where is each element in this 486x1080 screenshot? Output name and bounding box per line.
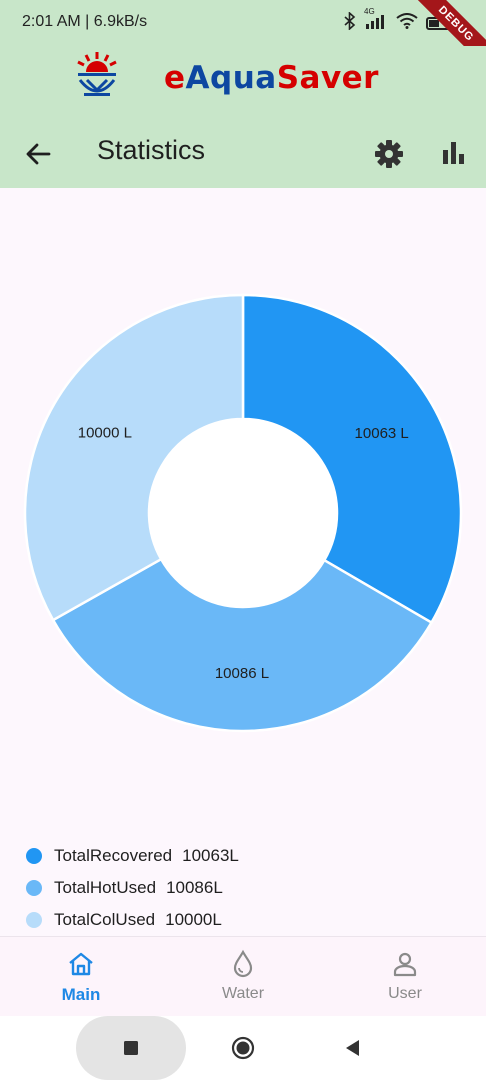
recents-icon (124, 1041, 138, 1055)
user-icon (393, 952, 417, 977)
brand-e: e (164, 60, 186, 96)
statistics-button[interactable] (438, 138, 470, 170)
donut-slice-TotalHotUsed[interactable] (51, 557, 434, 733)
nav-label: User (388, 985, 422, 1002)
donut-slice-TotalRecovered[interactable] (241, 293, 463, 625)
slice-label: 10063 L (355, 425, 409, 442)
donut-hole (150, 420, 336, 606)
logo-icon (74, 50, 120, 100)
home-icon (69, 952, 93, 976)
brand-saver: Saver (276, 60, 379, 96)
recents-button[interactable] (119, 1036, 143, 1060)
legend-item: TotalColUsed 10000L (26, 904, 239, 936)
back-nav-button[interactable] (341, 1036, 365, 1060)
water-drop-icon (233, 949, 253, 978)
bluetooth-icon (344, 11, 356, 34)
system-navigation (0, 1016, 486, 1080)
bar-chart-icon (443, 142, 464, 164)
slice-label: 10000 L (78, 424, 132, 441)
donut-slice-TotalColUsed[interactable] (23, 293, 245, 622)
page-title: Statistics (97, 135, 206, 165)
back-button[interactable] (22, 138, 54, 170)
nav-item-main[interactable]: Main (31, 949, 131, 1005)
wifi-icon (396, 13, 418, 33)
chart-legend: TotalRecovered 10063L TotalHotUsed 10086… (26, 840, 239, 936)
arrow-left-icon (26, 143, 51, 165)
home-circle-icon (231, 1036, 255, 1060)
network-type: 4G (364, 7, 375, 16)
bottom-navigation: Main Water User (0, 936, 486, 1016)
signal-icon: 4G (364, 7, 388, 33)
slice-label: 10086 L (215, 665, 269, 682)
status-icons: 4G (344, 7, 452, 34)
legend-label: TotalRecovered (54, 846, 173, 865)
nav-label: Main (61, 985, 101, 1004)
nav-item-user[interactable]: User (355, 949, 455, 1003)
status-time: 2:01 AM | 6.9kB/s (22, 13, 148, 30)
legend-item: TotalHotUsed 10086L (26, 872, 239, 904)
gear-icon (375, 140, 403, 168)
brand-aqua: Aqua (185, 60, 277, 96)
legend-label: TotalColUsed (54, 910, 156, 929)
brand-name: eAquaSaver (164, 60, 379, 96)
legend-dot (26, 848, 42, 864)
app-bar: Statistics (0, 120, 486, 188)
donut-chart-svg: 10063 L 10086 L 10000 L (23, 293, 463, 733)
nav-label: Water (221, 985, 265, 1002)
status-bar: 2:01 AM | 6.9kB/s 4G DEBUG (0, 0, 486, 74)
settings-button[interactable] (373, 138, 405, 170)
nav-item-water[interactable]: Water (193, 949, 293, 1003)
legend-item: TotalRecovered 10063L (26, 840, 239, 872)
legend-value: 10063L (182, 846, 239, 865)
back-triangle-icon (346, 1040, 359, 1056)
legend-label: TotalHotUsed (54, 878, 157, 897)
legend-value: 10086L (166, 878, 223, 897)
donut-chart: 10063 L 10086 L 10000 L (0, 188, 486, 808)
legend-dot (26, 880, 42, 896)
legend-dot (26, 912, 42, 928)
logo-bar: eAquaSaver (0, 46, 486, 120)
home-button[interactable] (231, 1036, 255, 1060)
legend-value: 10000L (165, 910, 222, 929)
